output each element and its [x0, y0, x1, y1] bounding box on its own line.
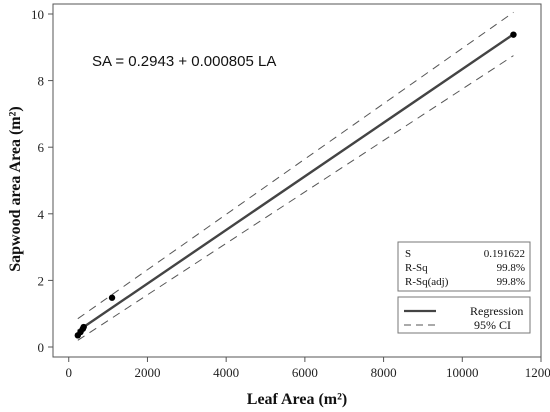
y-axis-label: Sapwood area Area (m²) — [7, 106, 24, 272]
legend: Regression 95% CI — [397, 296, 531, 334]
stats-rsqadj-value: 99.8% — [497, 276, 525, 288]
x-tick-label: 10000 — [446, 365, 479, 380]
regression-equation: SA = 0.2943 + 0.000805 LA — [92, 53, 276, 70]
y-tick-label: 8 — [38, 74, 45, 89]
stats-box: S 0.191622 R-Sq 99.8% R-Sq(adj) 99.8% — [397, 241, 531, 292]
data-point — [510, 31, 517, 38]
x-tick-label: 0 — [65, 365, 72, 380]
stats-rsq-value: 99.8% — [497, 262, 525, 274]
x-tick-label: 12000 — [525, 365, 550, 380]
stats-s-value: 0.191622 — [484, 248, 525, 260]
data-point — [80, 323, 87, 331]
legend-ci-label: 95% CI — [474, 318, 511, 332]
data-points — [74, 31, 517, 339]
regression-fit-line — [77, 33, 515, 333]
x-tick-label: 4000 — [213, 365, 239, 380]
x-tick-label: 2000 — [134, 365, 160, 380]
x-tick-label: 6000 — [292, 365, 318, 380]
regression-line — [77, 33, 515, 333]
ci-lower-line — [77, 55, 514, 341]
y-tick-label: 2 — [38, 273, 45, 288]
ci-upper-line — [77, 11, 514, 320]
stats-s-label: S — [405, 248, 411, 260]
legend-frame — [397, 296, 531, 334]
x-axis: 0 2000 4000 6000 8000 10000 12000 — [65, 357, 550, 380]
x-tick-label: 8000 — [371, 365, 397, 380]
ci-band — [77, 11, 514, 341]
stats-rsq-label: R-Sq — [405, 262, 428, 274]
y-tick-label: 0 — [38, 340, 45, 355]
y-tick-label: 6 — [38, 140, 45, 155]
y-tick-label: 4 — [38, 207, 45, 222]
legend-regression-label: Regression — [470, 304, 523, 318]
x-axis-label: Leaf Area (m²) — [247, 391, 347, 408]
data-point — [108, 294, 116, 301]
stats-box-frame — [397, 241, 531, 292]
plot-area — [52, 3, 542, 358]
stats-rsqadj-label: R-Sq(adj) — [405, 276, 449, 288]
y-tick-label: 10 — [31, 7, 44, 22]
y-axis: 0 2 4 6 8 10 — [31, 7, 53, 355]
